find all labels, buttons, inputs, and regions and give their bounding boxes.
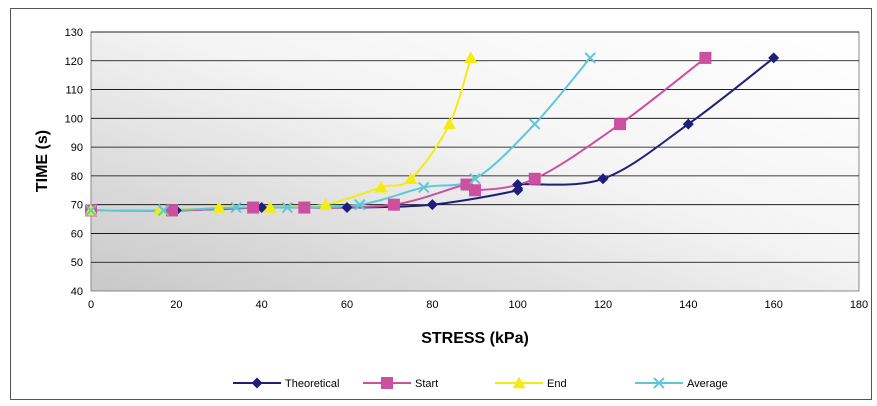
y-tick-label: 110 [65,85,83,97]
marker-layer [84,51,780,217]
legend-item-average: Average [635,377,728,390]
data-point-theoretical [426,199,438,211]
data-point-theoretical [512,184,524,196]
data-point-end [319,198,333,210]
x-tick-label: 100 [508,299,526,311]
data-point-theoretical [597,173,609,185]
data-point-end [442,117,456,130]
y-tick-label: 60 [71,228,83,240]
tick-labels: 40 50 60 70 80 90 100 110 120 130 0 20 40 60 80 100 120 1… [65,27,869,311]
x-axis-title: STRESS (kPa) [421,330,529,347]
data-point-start [166,204,179,217]
legend-marker-average [653,377,665,389]
y-tick-label: 50 [71,257,83,269]
legend-marker-start [381,377,393,389]
data-point-end [263,201,277,213]
x-tick-label: 0 [88,299,94,311]
legend: Theoretical Start End Average [233,376,728,390]
data-point-end [374,180,388,193]
x-tick-label: 160 [764,299,782,311]
y-tick-label: 100 [65,113,83,125]
y-tick-label: 120 [65,56,83,68]
data-point-start [528,172,541,185]
legend-label-theoretical: Theoretical [285,378,339,390]
x-tick-label: 20 [170,299,182,311]
x-tick-label: 140 [679,299,697,311]
data-point-average [230,201,242,214]
data-point-average [584,52,596,64]
data-point-theoretical [341,202,353,214]
legend-marker-theoretical [251,377,263,389]
legend-label-start: Start [415,378,438,390]
data-point-average [529,118,541,130]
y-tick-label: 80 [71,171,83,183]
data-point-average [85,204,97,217]
data-point-average [281,201,293,214]
data-point-start [247,201,260,214]
data-point-theoretical [512,179,524,191]
x-tick-label: 120 [594,299,612,311]
legend-item-start: Start [363,377,438,390]
data-point-start [298,201,311,214]
data-point-end [464,51,478,64]
legend-marker-end [512,376,526,389]
chart-frame: 40 50 60 70 80 90 100 110 120 130 0 20 40 60 80 100 120 1… [10,8,872,400]
data-point-theoretical [682,118,694,130]
data-point-start [699,51,712,64]
data-point-start [469,184,481,197]
y-tick-label: 90 [71,142,83,154]
data-point-end [212,201,226,213]
y-tick-label: 70 [71,200,83,212]
data-point-start [614,118,627,131]
legend-item-end: End [495,376,567,390]
legend-item-theoretical: Theoretical [233,377,339,390]
chart-svg: 40 50 60 70 80 90 100 110 120 130 0 20 40 60 80 100 120 1… [34,27,869,390]
data-point-start [387,198,400,211]
data-point-end [404,172,418,184]
plot-area [90,31,860,292]
y-tick-label: 40 [71,286,83,298]
data-point-average [157,204,170,217]
data-point-average [418,181,430,194]
data-point-theoretical [768,52,780,64]
y-axis-title: TIME (s) [34,130,51,192]
data-point-average [354,198,366,211]
x-tick-label: 60 [341,299,353,311]
x-tick-label: 80 [426,299,438,311]
y-tick-label: 130 [65,27,83,39]
x-tick-label: 40 [256,299,268,311]
data-point-average [469,173,481,185]
x-tick-label: 180 [850,299,868,311]
legend-label-average: Average [687,378,728,390]
legend-label-end: End [547,378,567,390]
